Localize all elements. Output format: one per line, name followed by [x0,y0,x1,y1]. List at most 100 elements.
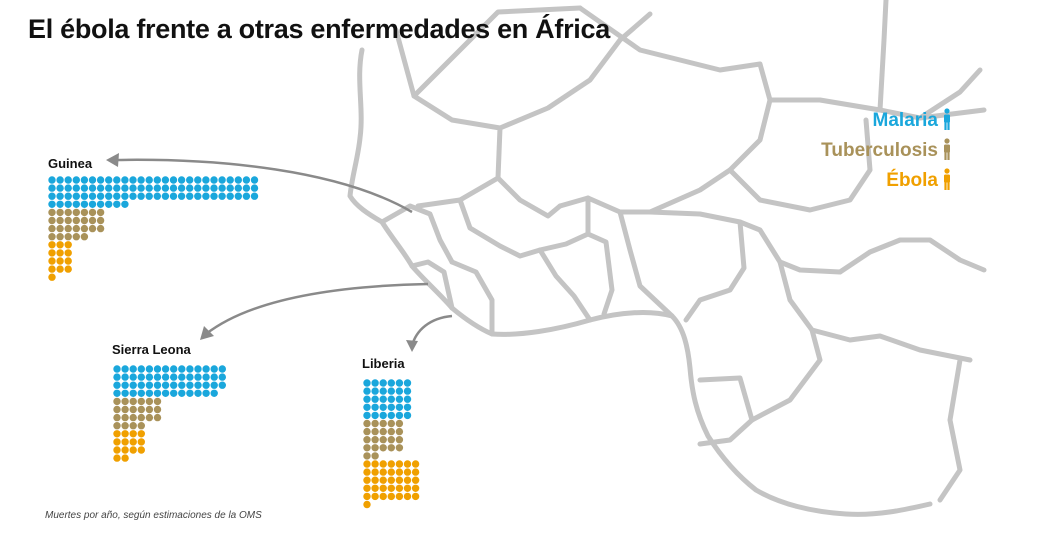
malaria-dot [387,403,395,411]
ebola-dot [363,484,371,492]
malaria-dot [113,365,121,373]
malaria-dot [186,373,194,381]
legend-item-ebola: Ébola [821,166,952,196]
malaria-dot [371,387,379,395]
chart-title: El ébola frente a otras enfermedades en … [28,14,610,44]
malaria-dot [210,373,218,381]
malaria-dot [64,176,72,184]
tuberculosis-dot [56,224,64,233]
malaria-dot [202,373,210,381]
ebola-dot [64,265,72,273]
map-border [617,209,675,319]
ebola-dot [395,484,404,492]
ebola-dot [411,492,420,501]
malaria-dot [64,192,72,200]
tuberculosis-dot [96,224,105,233]
tuberculosis-dot [80,208,89,217]
plot-liberia [363,379,420,509]
tuberculosis-dot [387,427,395,436]
malaria-dot [105,192,113,200]
arrowhead-guinea [106,153,119,167]
tuberculosis-dot [363,427,371,436]
malaria-dot [170,389,178,397]
malaria-dot [72,184,81,192]
malaria-dot [113,389,121,397]
ebola-dot [411,484,420,492]
malaria-dot [210,389,218,397]
malaria-dot [129,381,137,389]
malaria-dot [161,381,170,389]
map-border [683,219,747,323]
tuberculosis-dot [387,436,395,444]
malaria-dot [226,184,234,192]
malaria-dot [403,387,412,395]
malaria-dot [178,389,186,397]
tuberculosis-dot [96,208,105,217]
malaria-dot [169,192,178,200]
malaria-dot [194,176,202,184]
tuberculosis-dot [121,405,129,414]
tuberculosis-dot [371,419,379,428]
malaria-dot [387,379,395,387]
tuberculosis-dot [387,444,395,452]
malaria-dot [121,192,129,200]
map-border [647,209,843,275]
ebola-dot [379,484,387,492]
malaria-dot [178,365,186,373]
malaria-dot [88,184,97,192]
ebola-dot [64,249,72,257]
tuberculosis-dot [137,405,145,414]
map-border [411,5,583,99]
malaria-dot [242,184,251,192]
ebola-dot [411,476,420,484]
malaria-dot [379,403,387,411]
tuberculosis-dot [64,208,72,217]
malaria-dot [88,200,97,208]
malaria-dot [395,379,404,387]
tuberculosis-dot [113,413,121,422]
malaria-dot [403,403,412,411]
tuberculosis-dot [121,422,129,430]
map-border [877,0,889,113]
ebola-dot [121,454,129,462]
malaria-dot [96,184,105,192]
ebola-dot [363,468,371,476]
tuberculosis-dot [371,436,379,444]
malaria-dot [178,381,186,389]
tuberculosis-dot [129,413,137,422]
malaria-dot [56,200,64,208]
ebola-dot [387,476,395,484]
map-border [537,231,615,317]
ebola-dot [121,438,129,446]
malaria-dot [218,184,226,192]
ebola-dot [137,430,145,438]
tuberculosis-dot [72,224,81,233]
tuberculosis-dot [395,436,404,444]
malaria-dot [113,176,121,184]
map-border [457,197,543,259]
malaria-dot [145,389,154,397]
tuberculosis-dot [129,405,137,414]
malaria-dot [178,373,186,381]
malaria-dot [64,200,72,208]
ebola-dot [387,492,395,501]
malaria-dot [250,192,259,200]
malaria-dot [218,381,226,389]
ebola-dot [379,492,387,501]
malaria-dot [363,379,371,387]
malaria-dot [105,184,113,192]
malaria-dot [202,365,210,373]
malaria-dot [218,365,226,373]
malaria-dot [250,176,259,184]
map-border [777,259,973,363]
malaria-dot [234,192,242,200]
ebola-dot [56,249,64,257]
ebola-dot [395,476,404,484]
malaria-dot [194,389,202,397]
legend-item-malaria: Malaria [821,106,952,136]
malaria-dot [145,192,153,200]
malaria-dot [403,395,412,403]
tuberculosis-dot [64,233,72,241]
malaria-dot [379,387,387,395]
